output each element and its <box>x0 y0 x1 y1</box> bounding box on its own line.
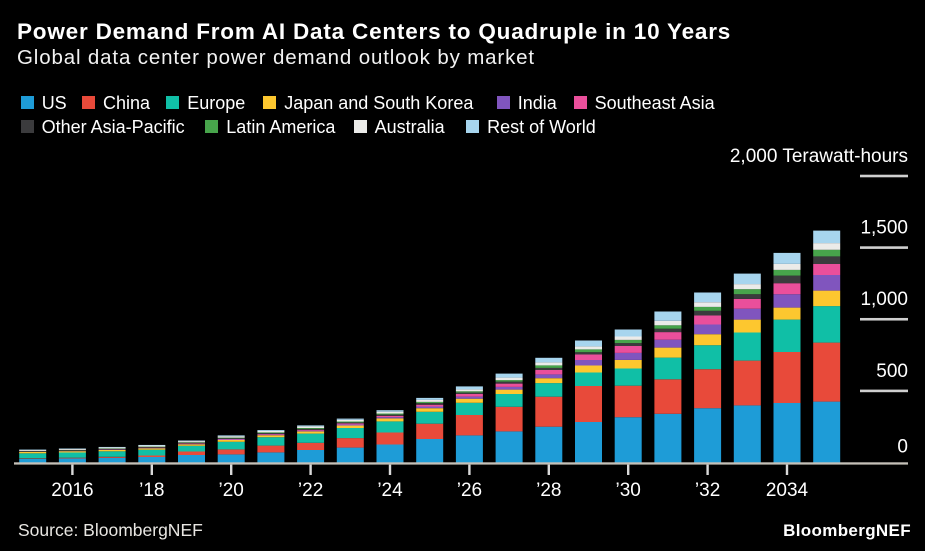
svg-text:0: 0 <box>897 437 908 458</box>
svg-text:1,500: 1,500 <box>860 218 908 239</box>
svg-text:2016: 2016 <box>51 480 93 501</box>
svg-text:’24: ’24 <box>377 480 403 501</box>
svg-text:’32: ’32 <box>695 480 720 501</box>
svg-text:1,000: 1,000 <box>860 289 908 310</box>
svg-text:’30: ’30 <box>616 480 641 501</box>
svg-text:500: 500 <box>876 361 908 382</box>
svg-text:’22: ’22 <box>298 480 323 501</box>
svg-text:’18: ’18 <box>139 480 164 501</box>
svg-text:’28: ’28 <box>536 480 561 501</box>
svg-text:’26: ’26 <box>457 480 482 501</box>
svg-text:’20: ’20 <box>219 480 244 501</box>
svg-text:2,000 Terawatt-hours: 2,000 Terawatt-hours <box>730 146 908 167</box>
svg-text:2034: 2034 <box>766 480 809 501</box>
